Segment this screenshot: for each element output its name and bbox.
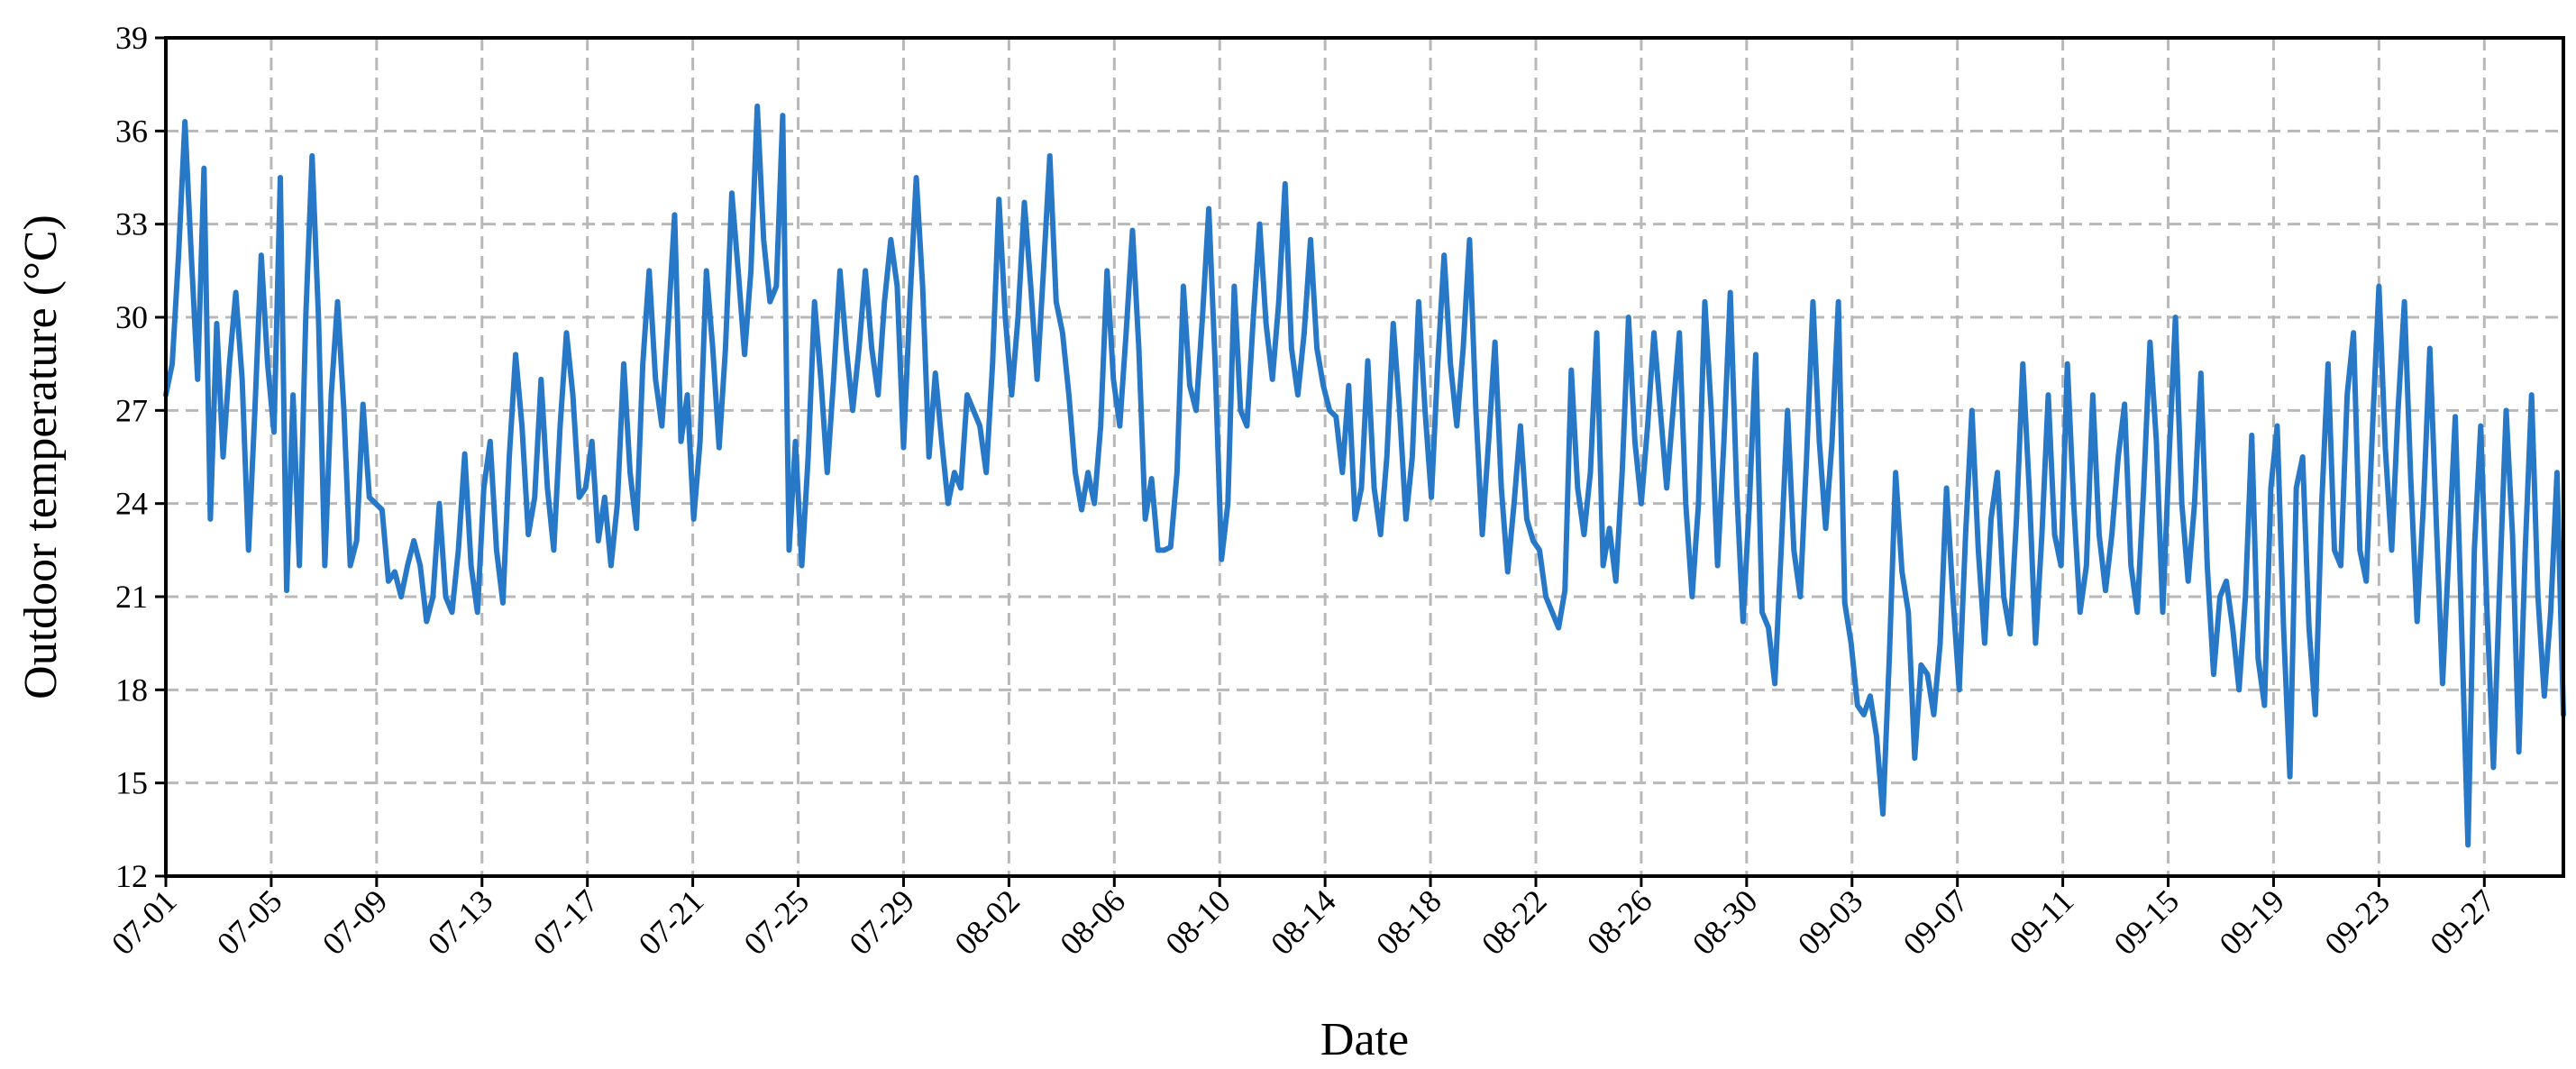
plot-frame	[164, 36, 2565, 878]
x-tick-label: 07-05	[210, 882, 289, 962]
x-tick-label: 08-14	[1264, 882, 1343, 962]
x-tick-label: 07-01	[105, 882, 184, 962]
x-tick-label: 09-19	[2212, 882, 2291, 962]
x-tick-label: 08-18	[1369, 882, 1448, 962]
y-tick-label: 39	[115, 20, 148, 56]
x-tick-label: 08-06	[1053, 882, 1132, 962]
x-tick-label: 08-02	[947, 882, 1027, 962]
x-tick-label: 07-25	[737, 882, 817, 962]
x-tick-label: 08-10	[1158, 882, 1238, 962]
x-tick-label: 08-30	[1685, 882, 1765, 962]
x-tick-label: 09-15	[2107, 882, 2187, 962]
y-tick-label: 15	[115, 765, 148, 801]
y-tick-label: 33	[115, 206, 148, 242]
y-tick-label: 24	[115, 486, 148, 522]
x-tick-label: 08-26	[1580, 882, 1659, 962]
x-axis-title: Date	[1320, 1014, 1409, 1065]
x-tick-label: 09-27	[2423, 882, 2502, 962]
x-tick-label: 09-11	[2003, 882, 2081, 961]
temperature-series-line	[163, 103, 2566, 848]
x-tick-label: 08-22	[1475, 882, 1554, 962]
x-tick-label: 07-13	[421, 882, 500, 962]
y-tick-label: 18	[115, 672, 148, 708]
x-axis: 07-01 07-05 07-09 07-13 07-17 07-21 07-25 07-29…	[105, 876, 2502, 962]
y-tick-label: 30	[115, 299, 148, 335]
x-tick-label: 09-23	[2317, 882, 2397, 962]
x-tick-label: 09-07	[1896, 882, 1976, 962]
y-tick-label: 12	[115, 858, 148, 894]
x-tick-label: 07-21	[632, 882, 711, 962]
x-tick-label: 07-09	[315, 882, 395, 962]
x-tick-label: 07-17	[526, 882, 606, 962]
line-layer	[163, 103, 2566, 848]
y-tick-label: 21	[115, 579, 148, 615]
x-tick-label: 07-29	[842, 882, 921, 962]
y-tick-label: 27	[115, 392, 148, 428]
y-axis-title: Outdoor temperature (°C)	[15, 215, 67, 699]
y-tick-label: 36	[115, 113, 148, 149]
y-axis: 12 15 18 21 24 27 30 33 36 39	[115, 20, 166, 894]
x-tick-label: 09-03	[1791, 882, 1870, 962]
